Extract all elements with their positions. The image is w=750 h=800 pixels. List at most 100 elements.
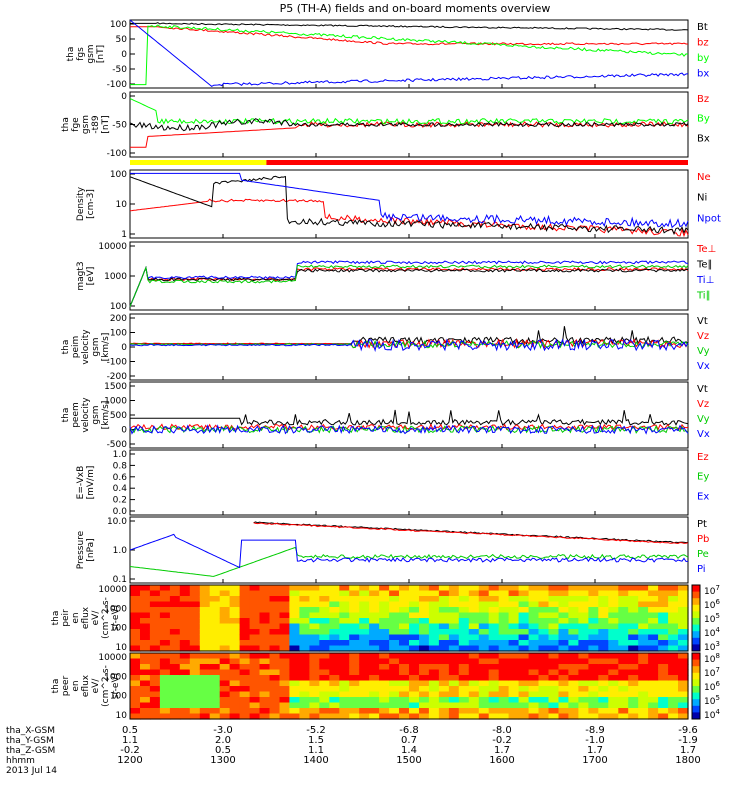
peer-cell <box>538 691 550 698</box>
peer-cell <box>548 708 560 715</box>
fge-series-Bx <box>129 118 689 132</box>
peer-cell <box>399 658 410 665</box>
peer-cell <box>658 713 669 720</box>
peir-cell <box>399 607 410 614</box>
peer-cell <box>468 686 480 693</box>
peir-cell <box>309 629 320 636</box>
peir-cell <box>149 640 161 647</box>
peir-cell <box>598 585 609 592</box>
peir-cell <box>438 629 450 636</box>
peir-cell <box>359 618 370 625</box>
peer-cell <box>528 713 540 720</box>
fge-ytick-label: -50 <box>112 121 127 131</box>
peir-cell <box>130 629 141 636</box>
peir-cell <box>389 607 400 614</box>
peer-cell <box>209 691 221 698</box>
peir-cell <box>598 623 609 630</box>
peir-cell <box>409 612 420 619</box>
peer-cell <box>299 669 310 676</box>
peir-ylabel: eflux <box>81 606 91 629</box>
peir-cell <box>448 629 460 636</box>
peir-cell <box>399 618 410 625</box>
peer-cell <box>299 697 310 704</box>
peer-cell <box>329 697 340 704</box>
peer-cell <box>548 675 560 682</box>
peir-cell <box>558 645 570 652</box>
peer-cell <box>209 697 221 704</box>
peer-cell <box>468 691 480 698</box>
peer-cell <box>588 691 599 698</box>
peir-cell <box>179 601 191 608</box>
peer-ylabel: eV/ <box>91 678 101 694</box>
peir-cell <box>169 623 181 630</box>
peir-cell <box>359 645 370 652</box>
peer-cell <box>428 669 440 676</box>
peir-cell <box>199 634 211 641</box>
peir-cell <box>528 590 540 597</box>
peer-cell <box>528 675 540 682</box>
peer-cell <box>409 664 420 671</box>
peer-cell <box>618 686 629 693</box>
peir-cell <box>319 590 330 597</box>
peir-cell <box>399 634 410 641</box>
peir-cell <box>309 590 320 597</box>
peir-cell <box>359 607 370 614</box>
peir-cell <box>389 629 400 636</box>
peir-cell <box>289 640 300 647</box>
peir-cell <box>548 607 560 614</box>
peer-cell <box>478 708 490 715</box>
peer-colorbar-swatch <box>692 659 700 667</box>
peer-cell <box>578 686 589 693</box>
peer-cell <box>638 713 649 720</box>
peir-cell <box>498 618 510 625</box>
peer-cell <box>140 702 151 709</box>
peer-cell <box>339 713 350 720</box>
peer-cell <box>379 669 390 676</box>
peer-cell <box>468 675 480 682</box>
peer-cell <box>658 669 669 676</box>
peer-cell <box>658 708 669 715</box>
peir-cell <box>568 618 579 625</box>
peir-cell <box>229 607 241 614</box>
peir-cell <box>179 618 191 625</box>
peer-cell <box>478 691 490 698</box>
fgs-legend-bz: bz <box>697 38 709 49</box>
peer-cell <box>279 664 291 671</box>
peir-colorbar-swatch <box>692 618 700 626</box>
peir-cell <box>668 618 679 625</box>
time-tick-label: 1400 <box>303 755 328 766</box>
fgs-ytick-label: 50 <box>116 35 128 45</box>
peer-cell <box>399 697 410 704</box>
peir-cell <box>438 590 450 597</box>
peer-cell <box>159 664 171 671</box>
peir-cell <box>389 601 400 608</box>
peir-cell <box>209 585 221 592</box>
peer-cell <box>478 680 490 687</box>
peer-cell <box>130 713 141 720</box>
efield-panel-frame <box>129 449 689 516</box>
peim-legend-Vx: Vx <box>697 361 710 372</box>
peer-cell <box>349 675 360 682</box>
peir-cell <box>588 634 599 641</box>
peir-cell <box>678 645 689 652</box>
peer-cell <box>668 675 679 682</box>
peir-cell <box>409 601 420 608</box>
peer-cell <box>608 675 619 682</box>
peir-cell <box>638 585 649 592</box>
peir-cell <box>558 596 570 603</box>
peer-cell <box>259 653 271 660</box>
peer-cell <box>508 713 520 720</box>
peir-cell <box>508 596 520 603</box>
peir-cell <box>488 640 500 647</box>
peir-cell <box>239 645 251 652</box>
peer-cell <box>379 658 390 665</box>
peer-cell <box>319 713 330 720</box>
peir-cell <box>538 623 550 630</box>
peer-ylabel: eflux <box>81 674 91 697</box>
peir-cell <box>558 607 570 614</box>
peir-cell <box>289 634 300 641</box>
peir-cell <box>428 585 440 592</box>
peir-cell <box>179 645 191 652</box>
peer-cell <box>130 697 141 704</box>
pressure-ylabel: Pressure <box>76 530 86 569</box>
